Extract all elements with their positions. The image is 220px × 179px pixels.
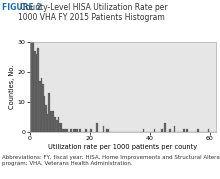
- Bar: [55, 117, 56, 132]
- Bar: [37, 48, 39, 132]
- Bar: [174, 126, 175, 132]
- Bar: [59, 123, 61, 132]
- Bar: [143, 129, 144, 132]
- Bar: [47, 114, 48, 132]
- Bar: [30, 0, 31, 132]
- Bar: [40, 78, 42, 132]
- Bar: [34, 51, 36, 132]
- Bar: [107, 129, 109, 132]
- Bar: [79, 129, 81, 132]
- Bar: [44, 96, 45, 132]
- Bar: [45, 105, 47, 132]
- Bar: [76, 129, 78, 132]
- Bar: [75, 129, 76, 132]
- Bar: [96, 123, 98, 132]
- Bar: [169, 129, 171, 132]
- Bar: [103, 126, 104, 132]
- Text: FIGURE 2: FIGURE 2: [2, 3, 42, 12]
- Bar: [73, 129, 75, 132]
- Bar: [42, 84, 44, 132]
- Bar: [197, 129, 199, 132]
- Bar: [65, 129, 67, 132]
- X-axis label: Utilization rate per 1000 patients per county: Utilization rate per 1000 patients per c…: [48, 144, 197, 149]
- Bar: [165, 123, 166, 132]
- Text: County-Level HISA Utilization Rate per
1000 VHA FY 2015 Patients Histogram: County-Level HISA Utilization Rate per 1…: [18, 3, 168, 22]
- Bar: [48, 93, 50, 132]
- Bar: [161, 129, 163, 132]
- Bar: [106, 129, 107, 132]
- Bar: [39, 81, 40, 132]
- Text: Abbreviations: FY, fiscal year; HISA, Home Improvements and Structural Alteratio: Abbreviations: FY, fiscal year; HISA, Ho…: [2, 155, 220, 166]
- Bar: [31, 0, 33, 132]
- Bar: [70, 129, 72, 132]
- Bar: [50, 111, 51, 132]
- Bar: [53, 111, 55, 132]
- Bar: [58, 117, 59, 132]
- Bar: [51, 111, 53, 132]
- Bar: [36, 54, 37, 132]
- Bar: [208, 129, 209, 132]
- Bar: [61, 123, 62, 132]
- Bar: [67, 129, 68, 132]
- Bar: [64, 129, 65, 132]
- Bar: [86, 129, 87, 132]
- Bar: [183, 129, 185, 132]
- Bar: [62, 129, 64, 132]
- Bar: [186, 129, 188, 132]
- Bar: [33, 21, 34, 132]
- Y-axis label: Counties, No.: Counties, No.: [9, 65, 15, 109]
- Bar: [154, 129, 155, 132]
- Bar: [90, 129, 92, 132]
- Bar: [56, 120, 58, 132]
